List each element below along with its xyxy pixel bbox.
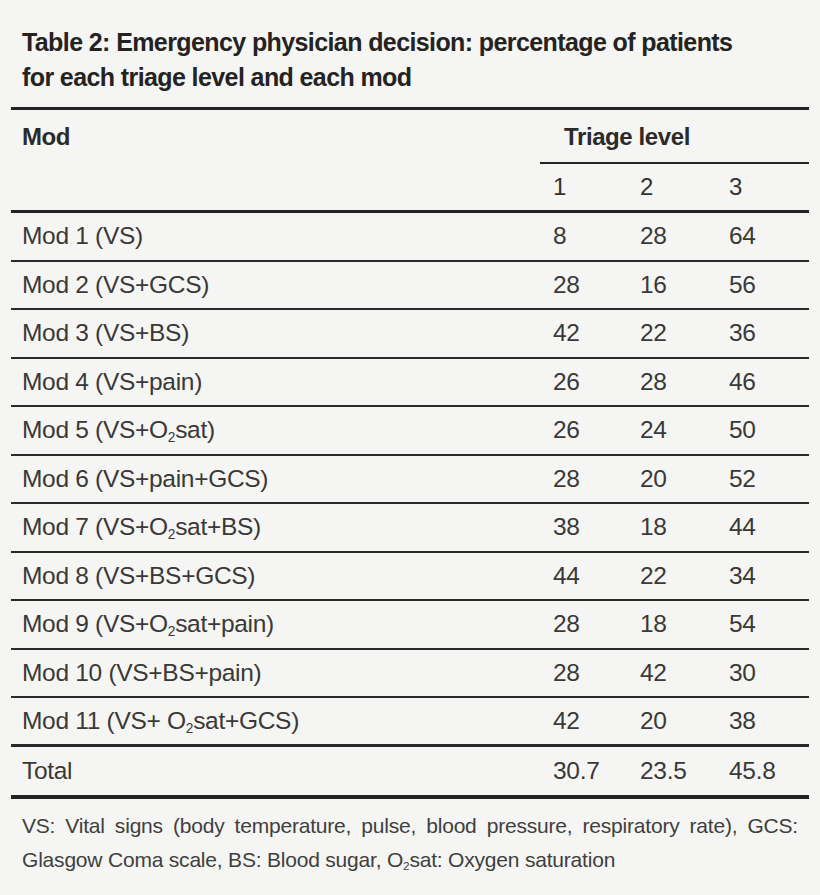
- column-group-triage-level: Triage level: [540, 110, 809, 164]
- subheader-triage-1: 1: [553, 173, 640, 201]
- triage-1-value: 42: [553, 707, 640, 735]
- table-row: Mod 4 (VS+pain) 26 28 46: [11, 359, 809, 408]
- subheader-triage-2: 2: [640, 173, 729, 201]
- mod-label: Mod 6 (VS+pain+GCS): [11, 465, 553, 493]
- table-row: Mod 7 (VS+O2sat+BS) 38 18 44: [11, 504, 809, 553]
- data-table: Mod Triage level 1 2 3 Mod 1 (VS) 8 28 6…: [11, 110, 809, 799]
- triage-3-value: 50: [729, 416, 809, 444]
- triage-2-value: 18: [640, 513, 729, 541]
- table-title-line1: Table 2: Emergency physician decision: p…: [22, 25, 798, 60]
- mod-label: Mod 5 (VS+O2sat): [11, 416, 553, 444]
- total-row: Total 30.7 23.5 45.8: [11, 747, 809, 799]
- triage-1-value: 28: [553, 659, 640, 687]
- triage-1-value: 28: [553, 610, 640, 638]
- total-triage-2-value: 23.5: [640, 757, 729, 785]
- triage-2-value: 28: [640, 368, 729, 396]
- triage-2-value: 18: [640, 610, 729, 638]
- table-row: Mod 1 (VS) 8 28 64: [11, 213, 809, 262]
- triage-1-value: 8: [553, 222, 640, 250]
- triage-2-value: 16: [640, 271, 729, 299]
- triage-1-value: 26: [553, 368, 640, 396]
- mod-label-text: Mod 4 (VS+pain): [22, 368, 202, 395]
- mod-label-text: Mod 7 (VS+O: [22, 513, 168, 540]
- mod-label-text: Mod 2 (VS+GCS): [22, 271, 209, 298]
- mod-label-text: Mod 6 (VS+pain+GCS): [22, 465, 268, 492]
- triage-3-value: 30: [729, 659, 809, 687]
- mod-label-text: Mod 1 (VS): [22, 222, 143, 249]
- table-row: Mod 2 (VS+GCS) 28 16 56: [11, 262, 809, 311]
- mod-label-suffix: sat): [175, 416, 215, 443]
- triage-2-value: 24: [640, 416, 729, 444]
- table-header-row: Mod Triage level: [11, 110, 809, 164]
- mod-label: Mod 7 (VS+O2sat+BS): [11, 513, 553, 541]
- footnote-line2-post: sat: Oxygen saturation: [409, 848, 615, 871]
- subheader-triage-3: 3: [729, 173, 809, 201]
- mod-label: Mod 9 (VS+O2sat+pain): [11, 610, 553, 638]
- mod-label-subscript: 2: [168, 527, 175, 542]
- column-header-mod: Mod: [11, 110, 540, 164]
- mod-label-suffix: sat+BS): [175, 513, 261, 540]
- footnote-line2-pre: Glasgow Coma scale, BS: Blood sugar, O: [22, 848, 403, 871]
- table-figure: Table 2: Emergency physician decision: p…: [0, 0, 820, 895]
- mod-label-subscript: 2: [168, 430, 175, 445]
- triage-2-value: 42: [640, 659, 729, 687]
- triage-1-value: 28: [553, 271, 640, 299]
- triage-3-value: 54: [729, 610, 809, 638]
- table-footnote: VS: Vital signs (body temperature, pulse…: [11, 799, 809, 877]
- mod-label: Mod 3 (VS+BS): [11, 319, 553, 347]
- mod-label: Mod 8 (VS+BS+GCS): [11, 562, 553, 590]
- table-row: Mod 10 (VS+BS+pain) 28 42 30: [11, 650, 809, 699]
- mod-label-suffix: sat+GCS): [193, 707, 299, 734]
- triage-2-value: 20: [640, 707, 729, 735]
- triage-2-value: 28: [640, 222, 729, 250]
- mod-label-text: Mod 10 (VS+BS+pain): [22, 659, 261, 686]
- table-row: Mod 9 (VS+O2sat+pain) 28 18 54: [11, 601, 809, 650]
- table-row: Mod 6 (VS+pain+GCS) 28 20 52: [11, 456, 809, 505]
- table-title-line2: for each triage level and each mod: [22, 60, 798, 95]
- table-row: Mod 3 (VS+BS) 42 22 36: [11, 310, 809, 359]
- triage-1-value: 42: [553, 319, 640, 347]
- mod-label-subscript: 2: [168, 624, 175, 639]
- footnote-line1: VS: Vital signs (body temperature, pulse…: [22, 809, 798, 843]
- footnote-line2: Glasgow Coma scale, BS: Blood sugar, O2s…: [22, 843, 798, 877]
- triage-2-value: 22: [640, 319, 729, 347]
- triage-3-value: 44: [729, 513, 809, 541]
- table-body: Mod 1 (VS) 8 28 64 Mod 2 (VS+GCS) 28 16 …: [11, 213, 809, 747]
- table-row: Mod 5 (VS+O2sat) 26 24 50: [11, 407, 809, 456]
- mod-label: Mod 2 (VS+GCS): [11, 271, 553, 299]
- mod-label-text: Mod 8 (VS+BS+GCS): [22, 562, 255, 589]
- triage-3-value: 52: [729, 465, 809, 493]
- triage-3-value: 46: [729, 368, 809, 396]
- triage-2-value: 22: [640, 562, 729, 590]
- footnote-line2-subscript: 2: [403, 859, 409, 872]
- mod-label-subscript: 2: [186, 721, 193, 736]
- mod-label: Mod 10 (VS+BS+pain): [11, 659, 553, 687]
- triage-3-value: 64: [729, 222, 809, 250]
- triage-1-value: 44: [553, 562, 640, 590]
- mod-label: Mod 4 (VS+pain): [11, 368, 553, 396]
- table-row: Mod 11 (VS+ O2sat+GCS) 42 20 38: [11, 698, 809, 747]
- table-title: Table 2: Emergency physician decision: p…: [11, 0, 809, 110]
- mod-label: Mod 1 (VS): [11, 222, 553, 250]
- mod-label: Mod 11 (VS+ O2sat+GCS): [11, 707, 553, 735]
- triage-3-value: 56: [729, 271, 809, 299]
- triage-1-value: 26: [553, 416, 640, 444]
- triage-1-value: 38: [553, 513, 640, 541]
- mod-label-text: Mod 11 (VS+ O: [22, 707, 186, 734]
- total-label: Total: [11, 757, 553, 785]
- triage-2-value: 20: [640, 465, 729, 493]
- mod-label-text: Mod 9 (VS+O: [22, 610, 168, 637]
- mod-label-text: Mod 5 (VS+O: [22, 416, 168, 443]
- table-row: Mod 8 (VS+BS+GCS) 44 22 34: [11, 553, 809, 602]
- triage-3-value: 36: [729, 319, 809, 347]
- mod-label-suffix: sat+pain): [175, 610, 274, 637]
- total-triage-1-value: 30.7: [553, 757, 640, 785]
- mod-label-text: Mod 3 (VS+BS): [22, 319, 189, 346]
- total-triage-3-value: 45.8: [729, 757, 809, 785]
- triage-3-value: 38: [729, 707, 809, 735]
- table-subheader-row: 1 2 3: [11, 164, 809, 213]
- triage-1-value: 28: [553, 465, 640, 493]
- triage-3-value: 34: [729, 562, 809, 590]
